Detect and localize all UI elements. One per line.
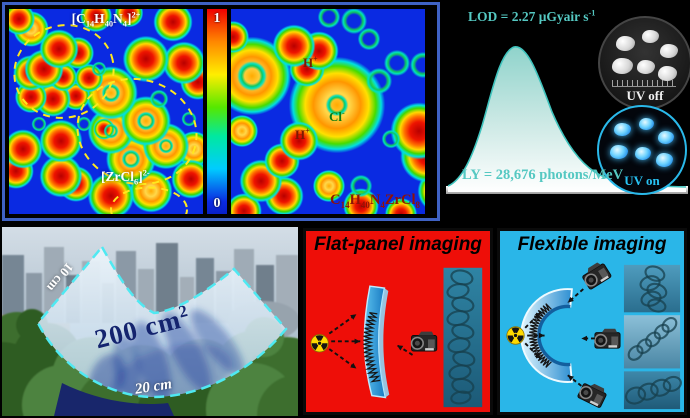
colorbar: 1 0 bbox=[207, 9, 227, 214]
crystal-sample bbox=[614, 123, 631, 136]
colorbar-min-tick: 0 bbox=[213, 196, 221, 211]
charge-density-map-crystal: H+ Cl- H+ C14H40N4ZrCl8 bbox=[231, 9, 425, 214]
crystal-sample bbox=[639, 118, 654, 130]
spring-sample bbox=[528, 303, 552, 368]
camera-icon bbox=[577, 383, 607, 408]
xray-spring-silhouette bbox=[627, 345, 644, 361]
film-photo-panel: 10 cm 200 cm2 20 cm bbox=[2, 227, 298, 416]
crystal-sample bbox=[658, 131, 674, 144]
flat-imaging-diagram bbox=[310, 267, 483, 408]
hand-shadow-through-film bbox=[88, 309, 244, 397]
xray-spring-silhouette bbox=[647, 298, 667, 313]
camera-icon bbox=[594, 328, 621, 349]
colorbar-max-tick: 1 bbox=[213, 11, 221, 26]
camera-icon bbox=[410, 331, 438, 352]
light-yield-annotation: LY = 28,676 photons/MeV bbox=[462, 167, 624, 183]
xray-spring-silhouette bbox=[646, 282, 668, 300]
arrowhead bbox=[567, 296, 574, 303]
crystal-sample bbox=[635, 147, 651, 160]
density-maps-panel: [C14H40N4]2+ [ZrCl6]2- 1 0 H+ Cl- H+ C14… bbox=[2, 2, 440, 221]
uv-on-label: UV on bbox=[624, 173, 660, 188]
arrowhead bbox=[350, 362, 357, 369]
xray-spring-silhouette bbox=[662, 375, 682, 392]
uv-off-photo: UV off bbox=[598, 16, 690, 110]
xray-spring-silhouette bbox=[650, 378, 672, 397]
uv-on-photo: UV on bbox=[597, 105, 687, 195]
charge-density-map-ions: [C14H40N4]2+ [ZrCl6]2- bbox=[9, 9, 203, 214]
xray-spring-silhouette bbox=[637, 382, 659, 401]
arrowhead bbox=[581, 335, 588, 342]
crystal-sample bbox=[656, 153, 673, 167]
flexible-imaging-diagram bbox=[506, 262, 682, 410]
crystal-sample bbox=[616, 36, 635, 51]
xray-spring-silhouette bbox=[661, 316, 678, 333]
chloride-ion-label: Cl- bbox=[329, 108, 345, 124]
crystal-sample bbox=[658, 66, 677, 81]
arrowhead bbox=[567, 375, 574, 381]
flexible-imaging-title: Flexible imaging bbox=[517, 234, 667, 255]
xray-spring-silhouette bbox=[645, 331, 661, 348]
xray-spring-silhouette bbox=[450, 390, 472, 405]
hydrogen-ion-label: H+ bbox=[295, 126, 310, 142]
flat-panel-imaging-title: Flat-panel imaging bbox=[314, 234, 482, 255]
spectrum-area bbox=[448, 46, 686, 192]
cluster-outline-overlay bbox=[13, 24, 198, 214]
spring-sample bbox=[363, 312, 381, 383]
dashed-arrow bbox=[524, 342, 542, 360]
crystal-sample bbox=[610, 145, 628, 159]
flat-panel-imaging-panel: Flat-panel imaging bbox=[303, 228, 493, 415]
arrowhead bbox=[397, 345, 404, 351]
arrowhead bbox=[350, 314, 357, 320]
xray-spring-silhouette bbox=[653, 323, 670, 340]
dashed-arrow bbox=[524, 311, 542, 329]
cation-formula-label: [C14H40N4]2+ bbox=[71, 10, 141, 29]
radiation-source-icon bbox=[506, 326, 525, 345]
crystal-formula-label: C14H40N4ZrCl8 bbox=[330, 192, 420, 210]
crystal-sample bbox=[660, 44, 678, 58]
anion-formula-label: [ZrCl6]2- bbox=[101, 168, 150, 187]
arrowhead bbox=[538, 332, 545, 339]
glove bbox=[54, 383, 174, 416]
scintillation-panel: LOD = 2.27 μGyair s-1 LY = 28,676 photon… bbox=[440, 0, 690, 224]
film-dashed-outline bbox=[36, 244, 288, 399]
flat-scintillator-edge bbox=[378, 288, 390, 398]
xray-spring-silhouette bbox=[639, 275, 661, 292]
ruler bbox=[612, 80, 676, 87]
xray-spring-silhouette bbox=[640, 290, 662, 307]
xray-spring-silhouette bbox=[624, 386, 647, 405]
uv-off-label: UV off bbox=[626, 88, 664, 103]
camera-icon bbox=[582, 262, 612, 290]
flexible-imaging-panel: Flexible imaging bbox=[497, 228, 687, 415]
arrowhead bbox=[354, 338, 361, 345]
crystal-sample bbox=[642, 30, 659, 43]
film-overlay bbox=[36, 244, 288, 416]
crystal-sample bbox=[637, 60, 655, 74]
crystal-sample bbox=[612, 58, 633, 74]
xray-spring-silhouette bbox=[636, 338, 653, 355]
xray-spring-silhouette bbox=[644, 265, 666, 282]
radiation-source-icon bbox=[310, 334, 329, 353]
lod-annotation: LOD = 2.27 μGyair s-1 bbox=[468, 8, 596, 24]
hydrogen-ion-label: H+ bbox=[303, 54, 318, 70]
